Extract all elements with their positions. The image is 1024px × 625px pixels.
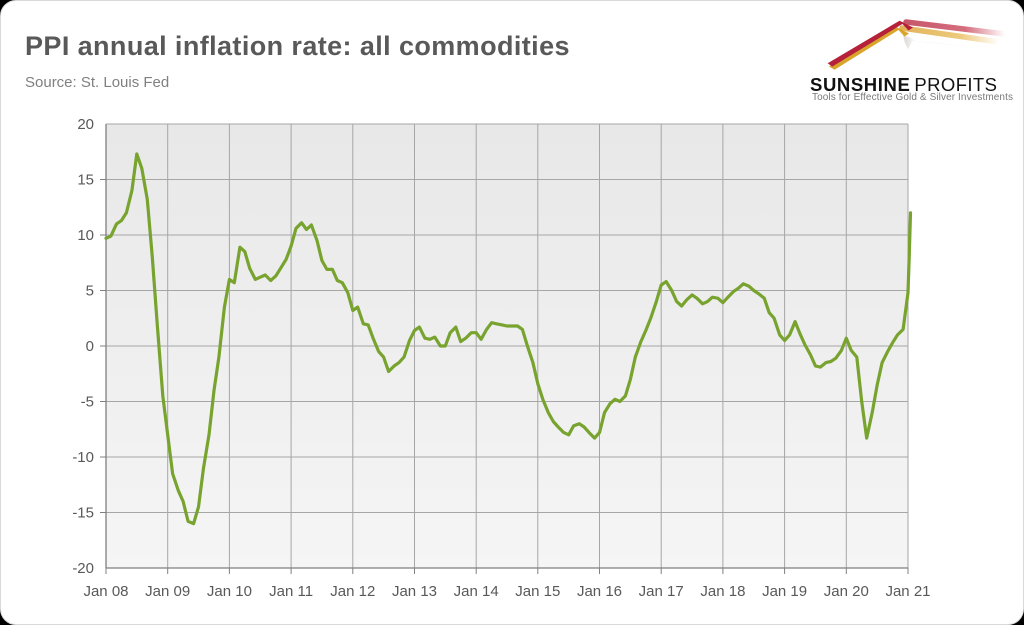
svg-text:-15: -15 [72, 505, 94, 522]
svg-text:Jan 20: Jan 20 [824, 583, 869, 600]
svg-text:Jan 21: Jan 21 [885, 583, 930, 600]
svg-text:10: 10 [77, 227, 94, 244]
svg-text:-10: -10 [72, 449, 94, 466]
svg-text:5: 5 [86, 283, 94, 300]
svg-text:Jan 09: Jan 09 [145, 583, 190, 600]
svg-text:Jan 12: Jan 12 [330, 583, 375, 600]
svg-text:Jan 17: Jan 17 [639, 583, 684, 600]
svg-text:Jan 13: Jan 13 [392, 583, 437, 600]
svg-text:0: 0 [86, 338, 94, 355]
svg-text:Jan 19: Jan 19 [762, 583, 807, 600]
svg-text:Jan 16: Jan 16 [577, 583, 622, 600]
svg-text:-5: -5 [81, 394, 94, 411]
svg-text:15: 15 [77, 172, 94, 189]
svg-text:Jan 10: Jan 10 [207, 583, 252, 600]
svg-text:-20: -20 [72, 560, 94, 577]
svg-text:20: 20 [77, 116, 94, 133]
svg-text:Jan 14: Jan 14 [454, 583, 499, 600]
svg-text:Jan 15: Jan 15 [515, 583, 560, 600]
svg-text:Jan 08: Jan 08 [83, 583, 128, 600]
svg-text:Jan 11: Jan 11 [269, 583, 313, 600]
svg-text:Jan 18: Jan 18 [700, 583, 745, 600]
